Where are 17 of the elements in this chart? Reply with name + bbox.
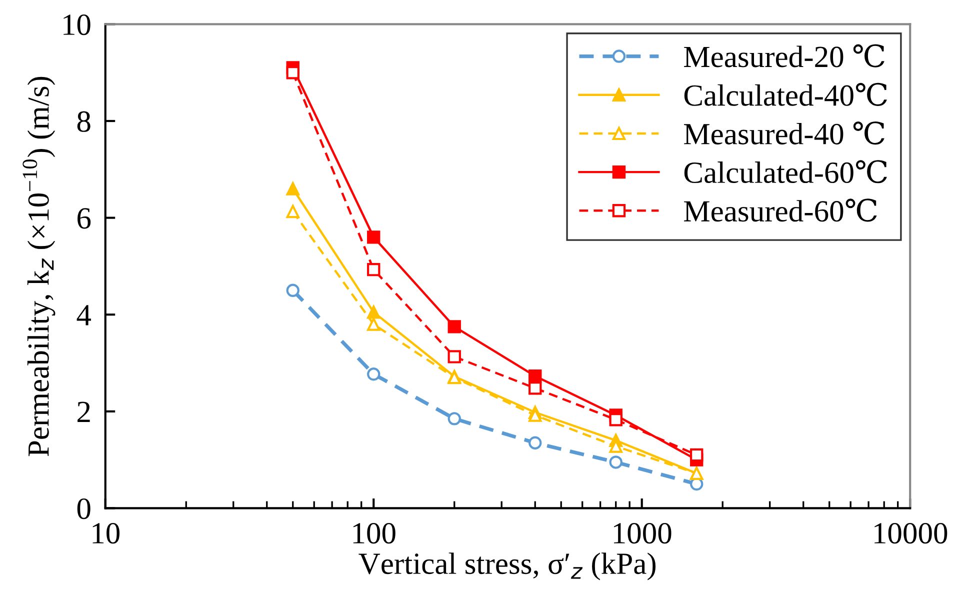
- x-tick-label: 100: [353, 522, 396, 544]
- legend-label: Measured-60℃: [684, 198, 877, 222]
- x-tick-label: 10000: [874, 522, 948, 544]
- x-axis-title: Vertical stress, σ′$_{z}$ (kPa): [358, 552, 656, 580]
- y-axis-title: Permeability, k$_{z}$ (×10$^{−10}$) (m/s): [22, 76, 56, 456]
- legend-label: Calculated-60℃: [684, 160, 887, 184]
- y-tick-label: 2: [78, 402, 90, 422]
- y-tick-label: 0: [77, 498, 90, 520]
- legend-label: Measured-20 ℃: [684, 44, 884, 68]
- y-tick-label: 6: [78, 208, 91, 229]
- x-tick-label: 10: [92, 522, 120, 544]
- legend-label: Calculated-40℃: [684, 82, 887, 106]
- x-tick-label: 1000: [614, 522, 672, 544]
- y-tick-label: 4: [76, 305, 92, 326]
- y-tick-label: 10: [64, 14, 90, 36]
- y-tick-label: 8: [77, 111, 90, 132]
- legend-label: Measured-40 ℃: [684, 121, 884, 145]
